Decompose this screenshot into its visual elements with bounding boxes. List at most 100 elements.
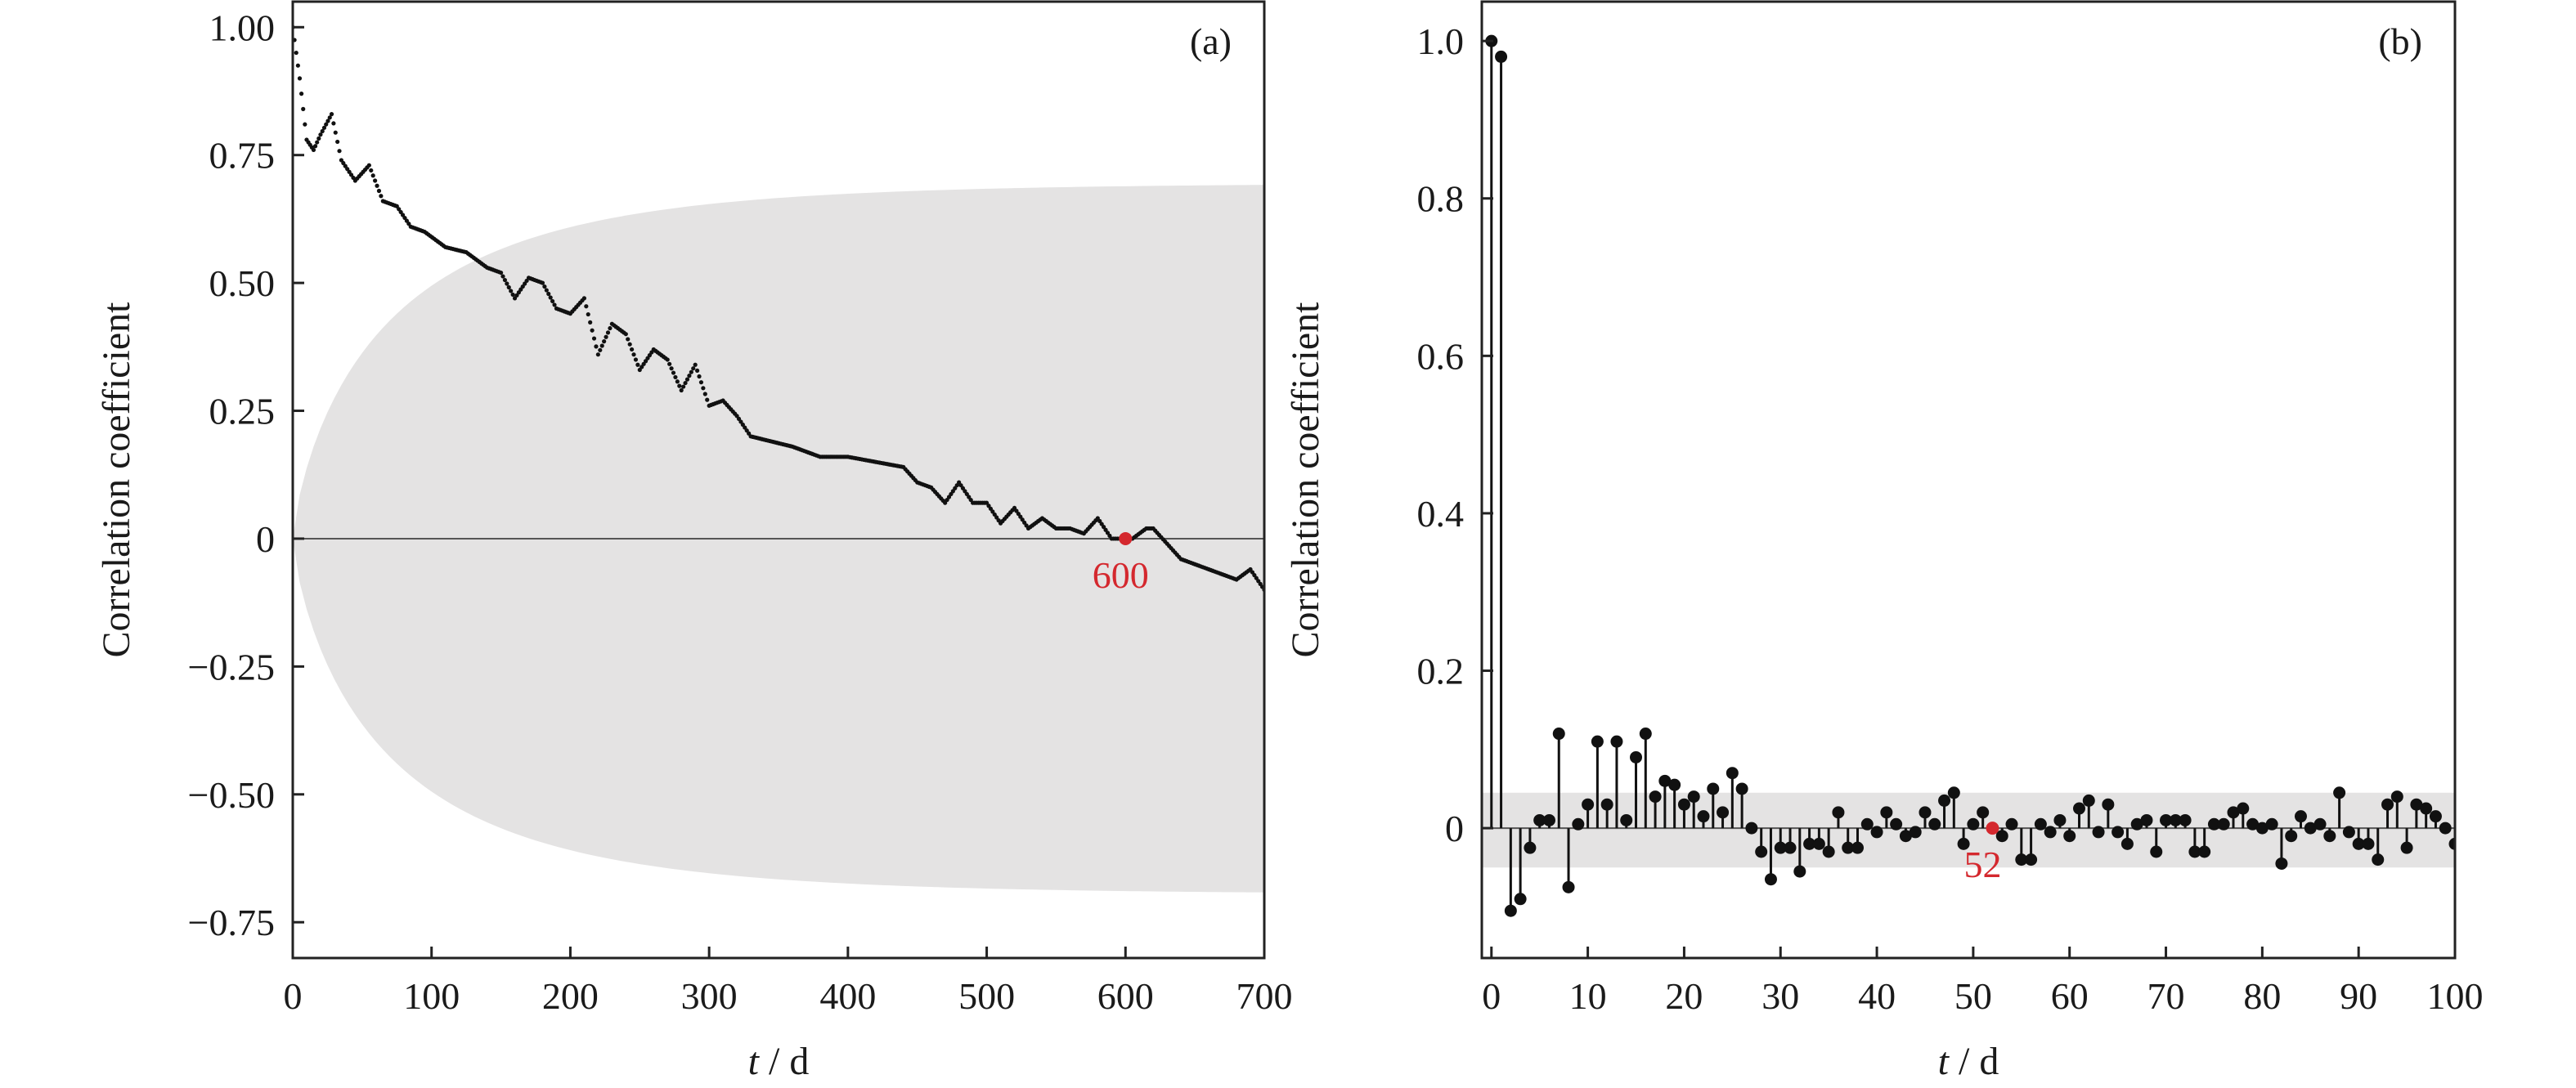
- data-point: [552, 302, 557, 307]
- data-point: [675, 379, 680, 384]
- stem-marker: [1909, 826, 1922, 839]
- stem-marker: [2362, 837, 2375, 850]
- data-point: [665, 357, 670, 362]
- stem-marker: [1610, 735, 1623, 748]
- stem-marker: [1542, 813, 1555, 826]
- stem-marker: [2410, 798, 2423, 811]
- stem-marker: [1504, 904, 1517, 917]
- x-tick-label: 300: [681, 975, 738, 1017]
- data-point: [631, 352, 636, 357]
- stem-marker: [2025, 853, 2038, 866]
- data-point: [693, 362, 698, 367]
- y-tick-label: 0.8: [1417, 178, 1465, 220]
- y-tick-label: 0.2: [1417, 651, 1465, 692]
- data-point: [544, 288, 549, 293]
- stem-marker: [2169, 813, 2182, 826]
- stem-marker: [1947, 786, 1960, 799]
- data-point: [705, 397, 710, 402]
- data-point: [509, 289, 514, 293]
- highlight-marker: [1119, 531, 1133, 545]
- data-point: [500, 274, 505, 279]
- stem-marker: [2034, 817, 2047, 831]
- stem-marker: [1928, 817, 1941, 831]
- data-point: [594, 344, 599, 349]
- stem-marker: [2439, 822, 2452, 835]
- data-point: [303, 122, 307, 127]
- stem-marker: [2082, 794, 2095, 807]
- stem-marker: [2294, 810, 2307, 823]
- stem-marker: [2130, 817, 2143, 831]
- data-point: [702, 392, 707, 396]
- plot-frame: [291, 0, 1266, 960]
- stem-marker: [2072, 802, 2085, 815]
- x-axis-title: t / d: [1938, 1040, 1999, 1083]
- stem-marker: [1697, 810, 1710, 823]
- stem-marker: [1658, 774, 1672, 787]
- stem-marker: [1812, 837, 1825, 850]
- data-point: [604, 334, 608, 339]
- panel-a-correlation-chart: 600 0 100 200 300 400 500 600 700 1.00 0.75 0.50 0.2…: [95, 0, 1293, 1083]
- data-point: [591, 336, 597, 341]
- x-tick-label: 40: [1858, 975, 1896, 1017]
- x-tick-label: 700: [1236, 975, 1293, 1017]
- data-point: [681, 384, 686, 389]
- data-point: [311, 147, 316, 153]
- data-point: [376, 188, 382, 194]
- stem-marker: [1562, 880, 1575, 893]
- stem-marker: [2420, 802, 2433, 815]
- data-point: [687, 374, 692, 378]
- stem-marker: [1938, 794, 1951, 807]
- data-point: [671, 370, 676, 375]
- stem-marker: [2342, 826, 2355, 839]
- data-point: [498, 271, 504, 275]
- stem-marker: [2227, 806, 2240, 819]
- stem-marker: [2381, 798, 2394, 811]
- x-tick-label: 500: [958, 975, 1015, 1017]
- data-point: [673, 374, 678, 380]
- stem-marker: [1977, 806, 1990, 819]
- data-point: [689, 369, 693, 374]
- stem-marker: [2150, 845, 2163, 858]
- x-axis-title-italic: t: [1938, 1040, 1950, 1083]
- data-point: [698, 380, 704, 385]
- stem-marker: [2092, 826, 2105, 839]
- data-point: [297, 76, 303, 81]
- stem-marker: [2063, 830, 2076, 843]
- stem-marker: [2390, 790, 2403, 804]
- data-point: [546, 291, 551, 297]
- stem-marker: [1832, 806, 1845, 819]
- data-point: [586, 311, 590, 317]
- data-point: [667, 361, 672, 366]
- data-point: [595, 352, 600, 357]
- stem-marker: [1899, 830, 1912, 843]
- stem-marker: [2198, 845, 2211, 858]
- data-point: [366, 163, 371, 168]
- highlight-label: 52: [1963, 844, 2001, 885]
- y-tick-label: 0.50: [209, 262, 276, 304]
- x-axis-title-rest: / d: [759, 1040, 809, 1083]
- stem-marker: [2333, 786, 2346, 799]
- stem-marker: [2179, 813, 2192, 826]
- data-point: [598, 347, 603, 352]
- stem-marker: [2053, 813, 2067, 826]
- data-point: [327, 115, 332, 120]
- stem-marker: [1870, 826, 1883, 839]
- stem-marker: [1745, 822, 1758, 835]
- stem-marker: [1620, 813, 1633, 826]
- data-point: [375, 183, 379, 188]
- stem-marker: [2429, 810, 2442, 823]
- data-point: [581, 296, 587, 301]
- stem-marker: [1524, 841, 1537, 854]
- y-tick-label: 1.0: [1417, 20, 1465, 62]
- stem-marker: [1533, 813, 1546, 826]
- x-tick-label: 200: [542, 975, 599, 1017]
- x-tick-label: 80: [2243, 975, 2281, 1017]
- data-point: [599, 343, 604, 348]
- stem-marker: [2160, 813, 2173, 826]
- data-point: [677, 383, 682, 388]
- stem-marker: [2400, 841, 2413, 854]
- stem-marker: [1860, 817, 1874, 831]
- stem-marker: [2102, 798, 2115, 811]
- stem-marker: [1582, 798, 1595, 811]
